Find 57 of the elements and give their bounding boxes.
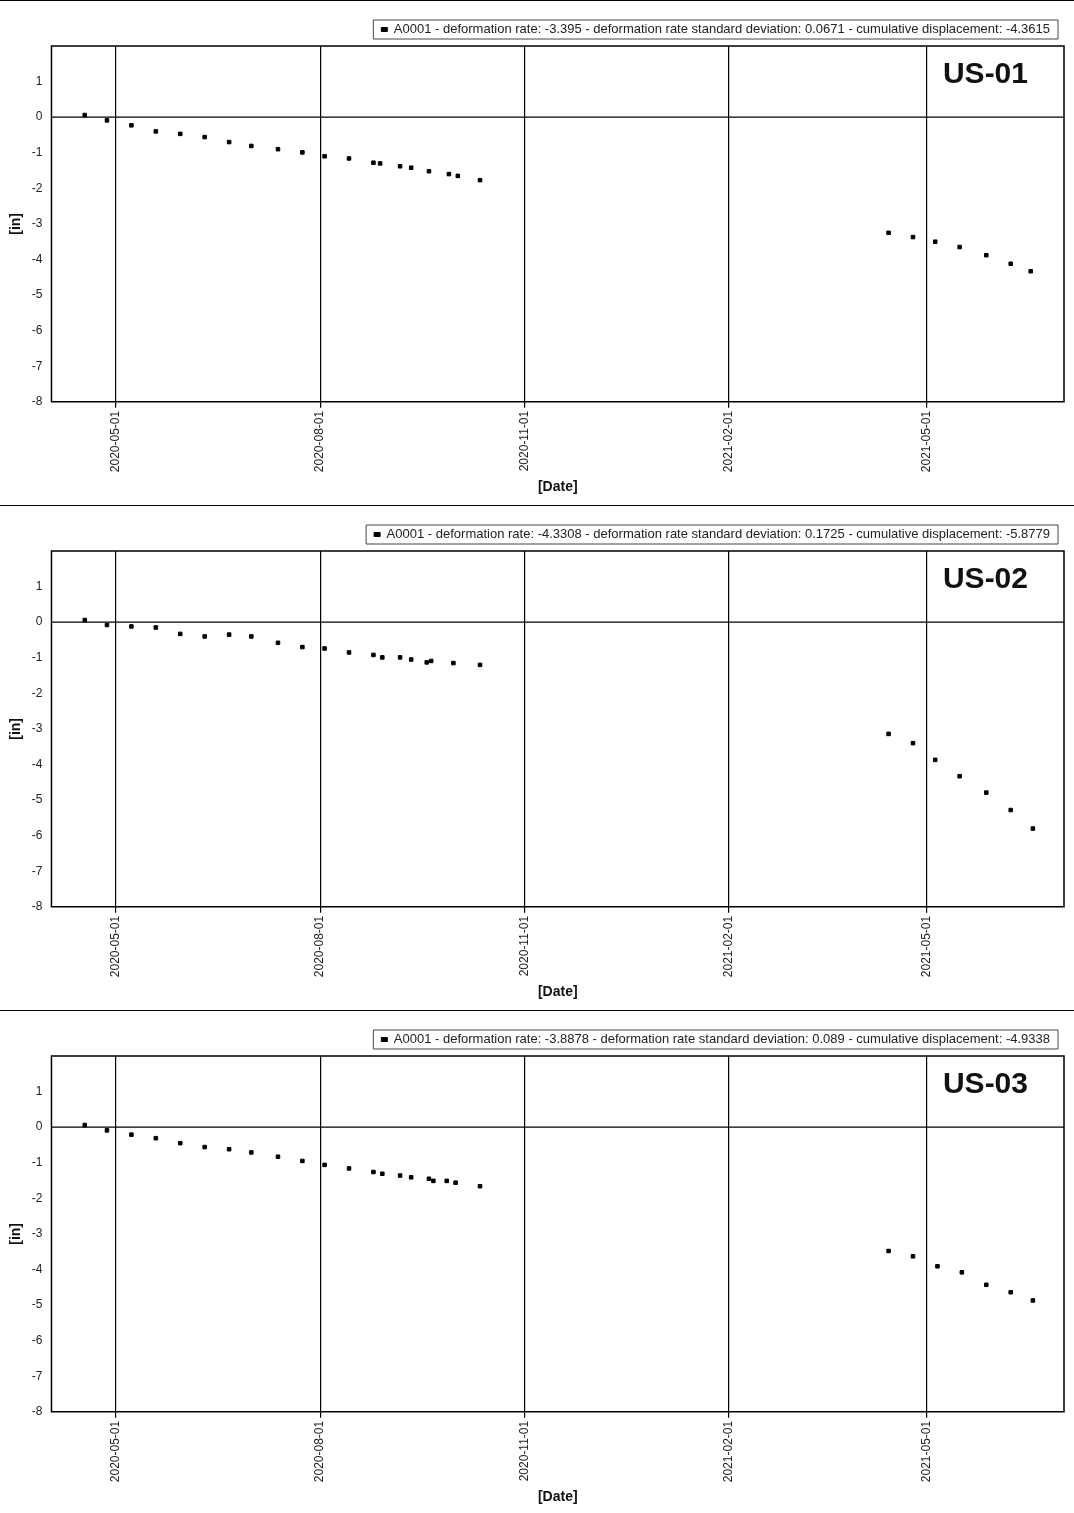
y-tick-label: -4 (31, 251, 43, 266)
y-axis-title: [in] (7, 1223, 24, 1245)
x-tick-label: 2021-05-01 (918, 1420, 933, 1483)
y-tick-label: 0 (35, 614, 43, 629)
y-tick-label: -2 (31, 180, 43, 195)
legend-label: A0001 - deformation rate: -3.395 - deformation rate standard deviation: 0.0671 - cumulative displacement: -4.3615 (393, 21, 1051, 37)
y-tick-label: -1 (31, 1155, 43, 1170)
x-tick-label: 2021-02-01 (721, 410, 736, 473)
x-tick-label: 2021-05-01 (918, 915, 933, 978)
y-tick-label: -6 (31, 827, 43, 842)
x-tick-label: 2020-08-01 (312, 410, 327, 473)
y-tick-label: 1 (35, 578, 43, 593)
x-tick-label: 2020-05-01 (108, 410, 123, 473)
x-tick-label: 2020-11-01 (516, 1420, 531, 1482)
y-tick-label: 0 (35, 109, 43, 124)
y-tick-label: 0 (35, 1119, 43, 1134)
annotation: US-01 (942, 56, 1028, 90)
y-tick-label: -7 (31, 358, 43, 373)
x-tick-label: 2021-02-01 (721, 915, 736, 978)
y-tick-label: -5 (31, 287, 43, 302)
y-tick-label: -2 (31, 1190, 43, 1205)
y-tick-label: -8 (31, 394, 43, 409)
x-tick-label: 2020-08-01 (312, 1420, 327, 1483)
y-tick-label: -1 (31, 145, 43, 160)
annotation: US-02 (942, 561, 1028, 595)
y-tick-label: -1 (31, 650, 43, 665)
y-tick-label: -5 (31, 1297, 43, 1312)
y-tick-label: -4 (31, 756, 43, 771)
x-tick-label: 2020-11-01 (516, 915, 531, 977)
x-tick-label: 2020-05-01 (108, 1420, 123, 1483)
y-tick-label: -4 (31, 1261, 43, 1276)
x-tick-label: 2021-02-01 (721, 1420, 736, 1483)
x-axis-title: [Date] (537, 1488, 578, 1505)
y-tick-label: -6 (31, 322, 43, 337)
y-tick-label: -3 (31, 721, 43, 736)
y-tick-label: -3 (31, 216, 43, 231)
y-tick-label: -8 (31, 899, 43, 914)
x-tick-label: 2021-05-01 (918, 410, 933, 473)
y-tick-label: -2 (31, 685, 43, 700)
x-tick-label: 2020-05-01 (108, 915, 123, 978)
y-tick-label: 1 (35, 73, 43, 88)
y-tick-label: -5 (31, 792, 43, 807)
y-tick-label: -3 (31, 1226, 43, 1241)
x-axis-title: [Date] (537, 478, 578, 495)
legend-label: A0001 - deformation rate: -4.3308 - deformation rate standard deviation: 0.1725 - cumulative displacement: -5.8779 (386, 526, 1050, 542)
x-tick-label: 2020-08-01 (312, 915, 327, 978)
y-tick-label: -7 (31, 1368, 43, 1383)
y-axis-title: [in] (7, 213, 24, 235)
y-tick-label: -6 (31, 1332, 43, 1347)
y-tick-label: -8 (31, 1404, 43, 1419)
x-tick-label: 2020-11-01 (516, 410, 531, 472)
y-tick-label: -7 (31, 863, 43, 878)
y-axis-title: [in] (7, 718, 24, 740)
x-axis-title: [Date] (537, 983, 578, 1000)
legend-label: A0001 - deformation rate: -3.8878 - deformation rate standard deviation: 0.089 - cumulative displacement: -4.9338 (393, 1031, 1051, 1047)
y-tick-label: 1 (35, 1083, 43, 1098)
annotation: US-03 (942, 1066, 1028, 1100)
